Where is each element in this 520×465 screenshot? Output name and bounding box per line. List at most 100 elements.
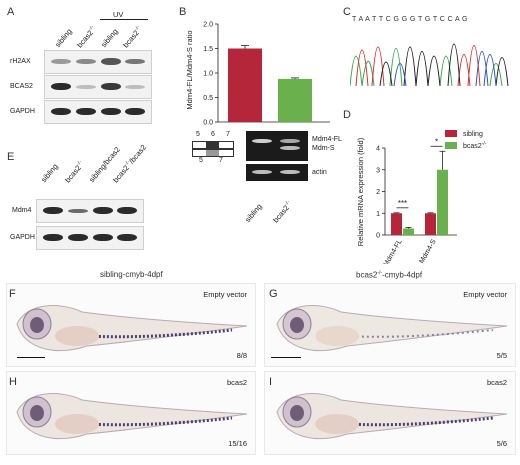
- band: [93, 234, 113, 241]
- trace-black: [379, 43, 509, 87]
- scale-bar-g: [271, 356, 301, 358]
- exon-bar-skip: [192, 149, 234, 157]
- b-ytick-label: 1.5: [203, 46, 213, 53]
- d-ytick-label: 2: [376, 189, 380, 196]
- panel-label-c: C: [343, 6, 351, 18]
- d-xtick-label: Mdm4-FL: [383, 238, 404, 264]
- trace-green: [350, 48, 503, 87]
- row-label-bcas2: BCAS2: [10, 83, 33, 90]
- photo-f: Empty vector 8/8: [6, 283, 256, 367]
- d-sig-label: *: [435, 137, 438, 146]
- caption-g: Empty vector: [463, 290, 507, 299]
- e-lane-sibling: sibling: [39, 161, 60, 184]
- exon-6-fill: [206, 142, 219, 148]
- panel-label-b: B: [179, 6, 187, 18]
- d-ytick-label: 4: [376, 146, 380, 153]
- band: [68, 234, 88, 241]
- panel-b-ylabel: Mdm4-FL/Mdm4-S ratio: [185, 30, 194, 109]
- gel-actin: [246, 164, 308, 181]
- panel-label-f: F: [9, 288, 16, 300]
- band: [125, 108, 145, 115]
- uv-bracket: [100, 19, 148, 20]
- larva-i: [276, 393, 508, 440]
- legend-swatch-sibling: [445, 130, 457, 137]
- legend-label-sibling: sibling: [463, 131, 483, 138]
- gel-band: [280, 146, 300, 150]
- exon-label-6-top: 6: [211, 131, 215, 138]
- band: [101, 108, 121, 115]
- lane-label-bcas2-uv: bcas2-/-: [121, 24, 142, 50]
- row-label-rh2ax: rH2AX: [10, 58, 31, 65]
- panel-label-d: D: [343, 109, 351, 121]
- d-xtick-label: Mdm4-S: [418, 238, 437, 264]
- d-bar-Mdm4-S-0: [425, 213, 436, 235]
- scale-bar-f: [17, 356, 45, 358]
- band: [125, 85, 145, 89]
- gel-label-mdm-s: Mdm-S: [312, 145, 335, 152]
- caption-i: bcas2: [486, 378, 507, 387]
- b-ytick-label: 2.0: [203, 22, 213, 29]
- blot-gapdh-e: [36, 226, 144, 250]
- photo-g: Empty vector 5/5: [264, 283, 516, 367]
- lane-label-sibling: sibling: [53, 26, 74, 49]
- trace-red: [355, 45, 481, 87]
- band: [51, 83, 71, 90]
- legend-swatch-bcas2: [445, 142, 457, 149]
- exon-skip-fill: [206, 150, 219, 156]
- band: [76, 108, 96, 115]
- count-g: 5/5: [496, 351, 507, 360]
- band: [101, 58, 121, 65]
- uv-label: UV: [113, 10, 124, 19]
- photo-title-bcas2: bcas2-/--cmyb-4dpf: [356, 270, 423, 280]
- legend-label-bcas2: bcas2-/-: [463, 141, 487, 150]
- blot-bcas2: [44, 75, 152, 99]
- panel-d-ylabel: Relative mRNA expression (fold): [356, 137, 365, 246]
- sequence-text: T A A T T C G G G T G T C C A G: [352, 16, 468, 23]
- e-lane-bcas2: bcas2-/-: [63, 159, 84, 185]
- gel-label-mdm4-fl: Mdm4-FL: [312, 136, 342, 143]
- band: [117, 234, 137, 241]
- panel-label-e: E: [7, 151, 15, 163]
- b-ytick-label: 0.0: [203, 120, 213, 127]
- exon-label-7-bottom: 7: [219, 157, 223, 164]
- gel-band: [280, 170, 300, 174]
- larva-h: [16, 393, 248, 440]
- photo-title-sibling: sibling-cmyb-4dpf: [100, 270, 163, 279]
- band: [51, 59, 71, 64]
- panel-label-i: I: [269, 376, 273, 388]
- gel-mdm4: [246, 131, 308, 161]
- photo-i: bcas2 5/6: [264, 371, 516, 455]
- d-ytick-label: 3: [376, 167, 380, 174]
- e-row-label-gapdh: GAPDH: [10, 234, 35, 241]
- band: [43, 234, 63, 241]
- exon-bar-full: [192, 141, 234, 149]
- exon-label-5-bottom: 5: [199, 157, 203, 164]
- gel-band: [252, 139, 272, 143]
- d-ytick-label: 0: [376, 233, 380, 240]
- lane-label-sibling-uv: sibling: [99, 26, 120, 49]
- blot-mdm4: [36, 199, 144, 223]
- band: [68, 209, 88, 213]
- d-bar-Mdm4-S-1: [437, 169, 448, 235]
- caption-f: Empty vector: [203, 290, 247, 299]
- larva-g: [276, 305, 508, 352]
- caption-h: bcas2: [226, 378, 247, 387]
- b-ytick-label: 1.0: [203, 71, 213, 78]
- larva-f: [16, 305, 248, 352]
- trace-blue: [393, 51, 497, 87]
- b-bar-bcas2-/-: [278, 78, 312, 122]
- photo-h: bcas2 15/16: [6, 371, 256, 455]
- row-label-gapdh: GAPDH: [10, 108, 35, 115]
- count-i: 5/6: [496, 439, 507, 448]
- panel-label-g: G: [269, 288, 278, 300]
- blot-gapdh: [44, 100, 152, 124]
- lane-label-bcas2: bcas2-/-: [75, 24, 96, 50]
- band: [93, 207, 113, 214]
- d-sig-label: ***: [398, 199, 407, 208]
- count-f: 8/8: [236, 351, 247, 360]
- d-bar-Mdm4-FL-1: [403, 228, 414, 235]
- d-ytick-label: 1: [376, 211, 380, 218]
- chromatogram: [350, 43, 509, 87]
- gel-lane-bcas2: bcas2-/-: [271, 199, 292, 225]
